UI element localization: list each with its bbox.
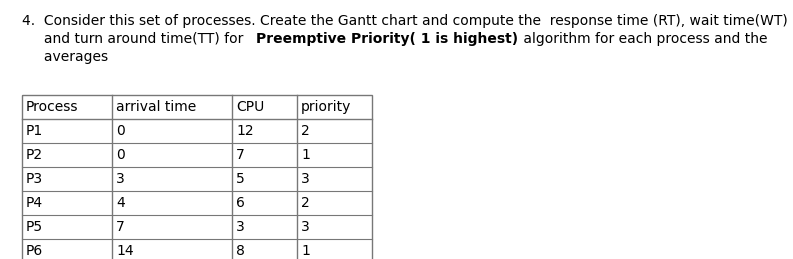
Text: 0: 0 (116, 124, 125, 138)
Text: 1: 1 (301, 244, 310, 258)
Text: P1: P1 (26, 124, 44, 138)
Text: 5: 5 (236, 172, 245, 186)
Text: 1: 1 (301, 148, 310, 162)
Text: 14: 14 (116, 244, 134, 258)
Text: 3: 3 (116, 172, 125, 186)
Text: 2: 2 (301, 124, 310, 138)
Text: 6: 6 (236, 196, 245, 210)
Text: 0: 0 (116, 148, 125, 162)
Text: priority: priority (301, 100, 351, 114)
Text: 12: 12 (236, 124, 254, 138)
Text: arrival time: arrival time (116, 100, 196, 114)
Text: algorithm for each process and the: algorithm for each process and the (519, 32, 767, 46)
Text: 2: 2 (301, 196, 310, 210)
Text: 3: 3 (301, 220, 310, 234)
Text: Process: Process (26, 100, 79, 114)
Bar (22, 95, 372, 259)
Text: P2: P2 (26, 148, 43, 162)
Text: Preemptive Priority( 1 is highest): Preemptive Priority( 1 is highest) (256, 32, 519, 46)
Text: P3: P3 (26, 172, 43, 186)
Text: 7: 7 (236, 148, 245, 162)
Text: and turn around time(TT) for: and turn around time(TT) for (22, 32, 256, 46)
Text: 7: 7 (116, 220, 125, 234)
Text: 8: 8 (236, 244, 245, 258)
Text: CPU: CPU (236, 100, 264, 114)
Text: 3: 3 (236, 220, 245, 234)
Text: P6: P6 (26, 244, 44, 258)
Text: averages: averages (22, 50, 108, 64)
Text: 4: 4 (116, 196, 125, 210)
Text: 3: 3 (301, 172, 310, 186)
Text: 4.  Consider this set of processes. Create the Gantt chart and compute the  resp: 4. Consider this set of processes. Creat… (22, 14, 787, 28)
Text: P5: P5 (26, 220, 43, 234)
Text: P4: P4 (26, 196, 43, 210)
